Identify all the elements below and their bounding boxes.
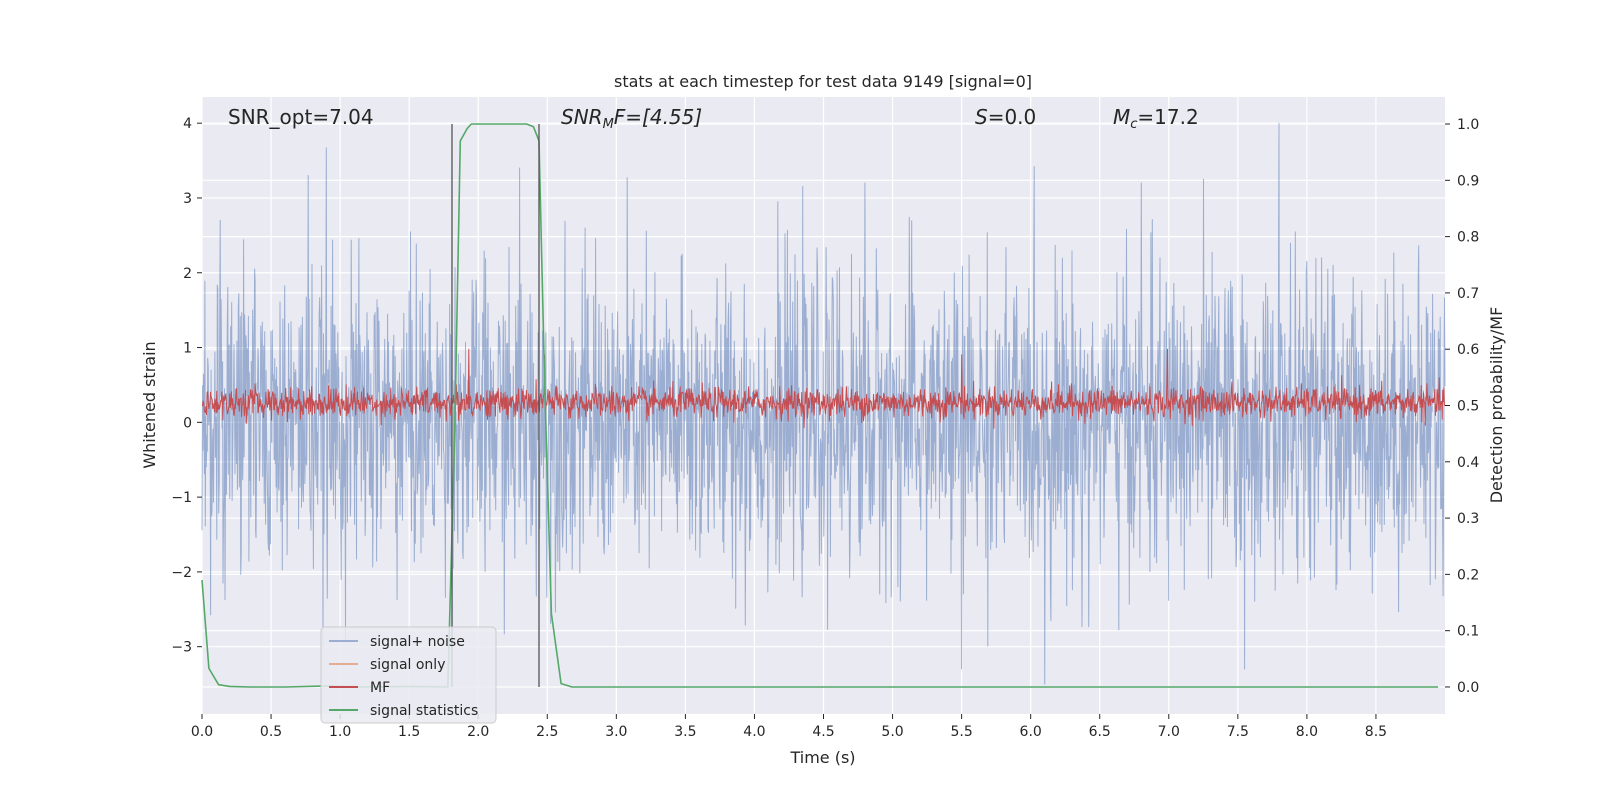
annotation-snr-opt: SNR_opt=7.04 [228,105,374,129]
y-right-tick-label: 0.3 [1457,511,1479,527]
x-tick-label: 8.5 [1365,724,1387,740]
y-right-tick-label: 0.6 [1457,342,1479,358]
x-tick-label: 3.5 [674,724,696,740]
y-tick-label: −1 [171,490,192,506]
chart-title: stats at each timestep for test data 914… [614,72,1032,91]
legend-label: signal only [370,657,445,673]
y-tick-label: 4 [183,116,192,132]
x-tick-label: 7.5 [1227,724,1249,740]
axes: 0.0 0.5 1.0 1.5 2.0 2.5 3.0 3.5 4.0 4.5 5.0 5.5 6.0 6… [171,116,1479,740]
x-tick-label: 0.0 [191,724,213,740]
x-tick-label: 4.5 [812,724,834,740]
x-tick-label: 0.5 [260,724,282,740]
x-tick-label: 1.5 [398,724,420,740]
y-tick-label: −3 [171,640,192,656]
x-tick-label: 5.5 [950,724,972,740]
series-line-3 [201,123,1439,688]
x-tick-label: 2.5 [536,724,558,740]
x-axis-title: Time (s) [789,748,855,767]
y-right-tick-label: 0.8 [1457,230,1479,246]
y-right-tick-label: 0.7 [1457,286,1479,302]
y-right-tick-label: 0.0 [1457,680,1479,696]
legend-box [320,626,497,724]
vertical-markers [451,124,540,687]
annotation-s: S=0.0 [975,105,1036,129]
legend: signal+ noise signal only MF signal statist… [320,626,497,724]
x-tick-label: 4.0 [743,724,765,740]
y-tick-label: 0 [183,415,192,431]
y-right-tick-label: 0.9 [1457,173,1479,189]
series-line-2 [201,348,1446,429]
x-tick-label: 8.0 [1296,724,1318,740]
y-right-tick-label: 0.4 [1457,455,1479,471]
x-tick-label: 2.0 [467,724,489,740]
annotation-snr-mf: SNRMF=[4.55] [561,105,702,132]
x-tick-label: 3.0 [605,724,627,740]
y-right-tick-label: 0.5 [1457,399,1479,415]
x-tick-label: 1.0 [329,724,351,740]
legend-label: signal+ noise [370,634,465,650]
series-layer [201,122,1446,688]
y-tick-label: 1 [183,341,192,357]
y-axis-title: Whitened strain [140,341,159,468]
annotation-mc: Mc=17.2 [1113,105,1199,132]
y-tick-label: −2 [171,565,192,581]
legend-label: MF [370,680,390,696]
y-tick-label: 3 [183,191,192,207]
x-tick-label: 6.0 [1020,724,1042,740]
x-tick-label: 7.0 [1158,724,1180,740]
x-tick-label: 5.0 [881,724,903,740]
y-right-tick-label: 1.0 [1457,117,1479,133]
y-right-tick-label: 0.1 [1457,624,1479,640]
y-tick-label: 2 [183,266,192,282]
legend-label: signal statistics [370,703,478,719]
y-right-axis-title: Detection probability/MF [1487,307,1506,504]
x-tick-label: 6.5 [1089,724,1111,740]
y-right-tick-label: 0.2 [1457,567,1479,583]
